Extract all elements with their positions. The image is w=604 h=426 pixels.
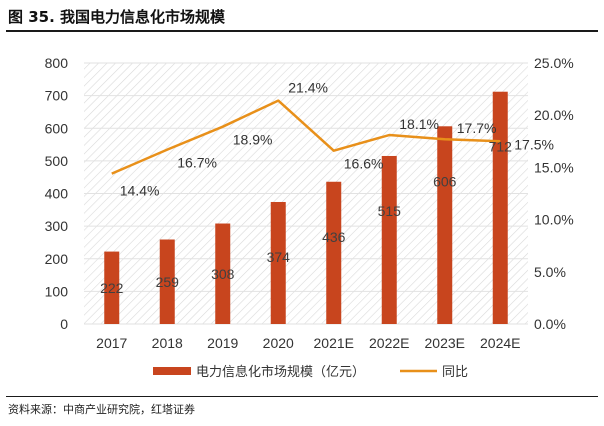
bar-value-label: 515 — [378, 203, 402, 219]
left-axis-tick-label: 100 — [45, 283, 69, 299]
bar-value-labels: 222 259 308 374 436 515 606 712 — [100, 139, 512, 296]
left-axis-tick-label: 200 — [45, 251, 69, 267]
legend-line-label: 同比 — [442, 365, 468, 380]
pct-label: 17.7% — [457, 120, 497, 136]
left-axis-ticks: 0 100 200 300 400 500 600 700 800 — [45, 55, 69, 332]
bar — [270, 201, 286, 324]
left-axis-tick-label: 600 — [45, 120, 69, 136]
x-axis-tick-label: 2024E — [480, 335, 520, 351]
x-axis-tick-label: 2017 — [96, 335, 127, 351]
title-rule — [6, 30, 598, 32]
bar — [381, 155, 397, 324]
pct-label: 17.5% — [514, 136, 554, 152]
x-axis-tick-label: 2018 — [152, 335, 183, 351]
right-axis-tick-label: 5.0% — [534, 264, 566, 280]
pct-label: 14.4% — [120, 183, 160, 199]
bar — [437, 126, 453, 324]
bar-value-label: 712 — [489, 139, 513, 155]
legend-bar-label: 电力信息化市场规模（亿元） — [196, 364, 365, 380]
legend: 电力信息化市场规模（亿元） 同比 — [153, 364, 468, 380]
pct-label: 18.9% — [233, 132, 273, 148]
bar — [326, 181, 342, 324]
x-axis-tick-label: 2023E — [425, 335, 465, 351]
bar-value-label: 259 — [156, 274, 180, 290]
right-axis-tick-label: 0.0% — [534, 316, 566, 332]
pct-labels: 14.4% 16.7% 18.9% 21.4% 16.6% 18.1% 17.7% 17.5% — [120, 80, 554, 199]
market-size-chart: 0 100 200 300 400 500 600 700 800 0.0% 5.0% 10.0% 1… — [45, 55, 574, 380]
line-series — [111, 99, 501, 175]
bar-value-label: 606 — [433, 173, 457, 189]
left-axis-tick-label: 700 — [45, 88, 69, 104]
left-axis-tick-label: 300 — [45, 218, 69, 234]
bar-value-label: 308 — [211, 266, 235, 282]
left-axis-tick-label: 500 — [45, 153, 69, 169]
bar — [492, 91, 508, 325]
left-axis-tick-label: 400 — [45, 186, 69, 202]
right-axis-tick-label: 25.0% — [534, 55, 574, 71]
bar-value-label: 374 — [267, 249, 291, 265]
bar — [159, 239, 175, 324]
pct-label: 16.6% — [344, 156, 384, 172]
pct-label: 18.1% — [399, 116, 439, 132]
right-axis-tick-label: 15.0% — [534, 159, 574, 175]
x-axis-tick-label: 2020 — [263, 335, 294, 351]
left-axis-tick-label: 800 — [45, 55, 69, 71]
x-axis-tick-label: 2022E — [369, 335, 409, 351]
bar-series — [104, 91, 508, 325]
pct-label: 21.4% — [288, 80, 328, 96]
gridlines — [84, 62, 528, 325]
source-note: 资料来源：中商产业研究院，红塔证券 — [8, 403, 195, 416]
right-axis-ticks: 0.0% 5.0% 10.0% 15.0% 20.0% 25.0% — [534, 55, 574, 332]
pct-label: 16.7% — [177, 155, 217, 171]
legend-bar-swatch — [153, 367, 191, 375]
source-rule — [6, 396, 598, 397]
left-axis-tick-label: 0 — [60, 316, 68, 332]
x-axis-tick-label: 2021E — [314, 335, 354, 351]
x-axis-tick-label: 2019 — [207, 335, 238, 351]
bar-value-label: 222 — [100, 280, 124, 296]
yoy-line — [111, 99, 501, 175]
right-axis-tick-label: 20.0% — [534, 107, 574, 123]
bar-value-label: 436 — [322, 229, 346, 245]
bar — [104, 251, 120, 324]
x-axis-ticks: 2017 2018 2019 2020 2021E 2022E 2023E 2024E — [96, 335, 520, 351]
right-axis-tick-label: 10.0% — [534, 212, 574, 228]
bar — [215, 223, 231, 324]
figure-title: 图 35. 我国电力信息化市场规模 — [8, 8, 226, 26]
